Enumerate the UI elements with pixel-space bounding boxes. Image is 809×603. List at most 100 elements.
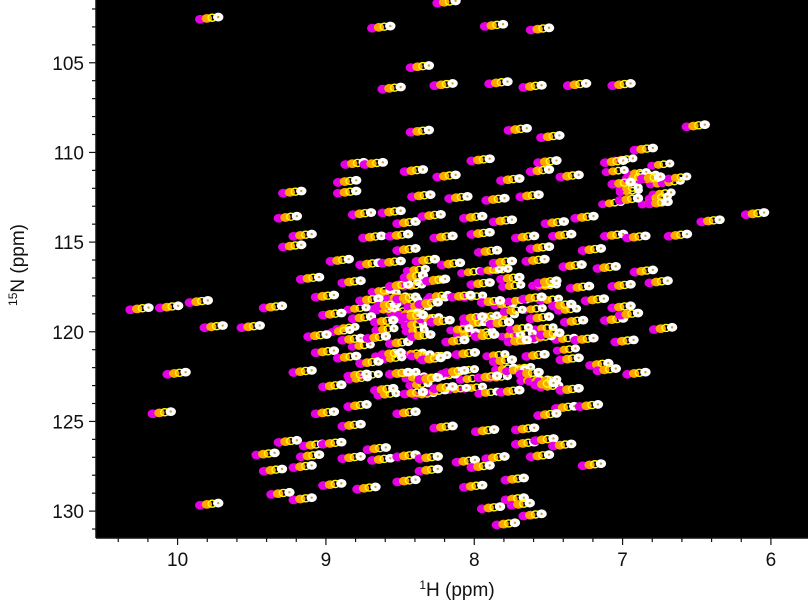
peak <box>525 23 555 35</box>
peak-center <box>436 467 439 471</box>
peak-center <box>501 23 505 26</box>
peak-center <box>473 351 477 354</box>
peak-center <box>280 304 284 307</box>
peak <box>592 364 621 376</box>
peak <box>565 281 595 293</box>
peak-center <box>454 173 457 177</box>
peak <box>405 125 435 137</box>
peak-center <box>384 446 388 449</box>
peak-center <box>395 302 398 306</box>
peak-center <box>570 302 573 306</box>
peak <box>414 464 443 476</box>
peak <box>362 331 392 343</box>
peak <box>525 450 555 462</box>
peak <box>332 351 362 363</box>
peak <box>337 276 366 288</box>
peak-center <box>587 284 591 288</box>
peak-center <box>380 234 383 238</box>
peak <box>451 348 481 359</box>
peak-center <box>703 123 706 126</box>
peak-center <box>552 437 555 440</box>
peak-center <box>169 410 172 413</box>
peak-center <box>547 453 551 456</box>
peak-center <box>384 335 388 338</box>
peak-center <box>492 333 496 336</box>
peak-center <box>221 324 224 327</box>
peak-center <box>552 381 555 385</box>
peak <box>664 172 692 183</box>
peak-center <box>392 327 396 330</box>
peak <box>482 350 510 361</box>
peak <box>505 323 534 334</box>
y-axis-label-text: N (ppm) <box>8 224 29 293</box>
peak <box>459 211 488 223</box>
peak-center <box>465 386 468 390</box>
x-tick-label: 7 <box>617 550 628 571</box>
peak-center <box>377 297 380 300</box>
peak <box>476 265 504 276</box>
peak <box>318 478 347 490</box>
peak-center <box>518 388 521 392</box>
peak-center <box>406 283 410 286</box>
peak-center <box>317 453 321 456</box>
peak <box>392 292 421 304</box>
peak-center <box>636 186 640 189</box>
peak-center <box>659 175 662 178</box>
peak <box>533 276 562 288</box>
y-axis-label: 15N (ppm) <box>6 224 29 306</box>
peak-center <box>577 387 580 390</box>
peak-center <box>399 351 402 354</box>
peak-center <box>436 301 439 304</box>
peak <box>392 450 421 462</box>
peak-center <box>602 297 606 300</box>
peak-center <box>217 15 220 19</box>
peak-center <box>668 162 671 165</box>
peak <box>426 315 455 327</box>
peak <box>518 509 547 521</box>
peak <box>399 165 429 177</box>
peak-center <box>532 426 536 429</box>
peak-center <box>540 295 543 299</box>
x-tick-label: 6 <box>766 550 777 571</box>
peak <box>199 321 228 333</box>
peak-center <box>147 306 150 309</box>
peak-center <box>421 168 425 171</box>
peak-center <box>381 161 385 164</box>
peak <box>367 21 396 33</box>
peak <box>466 461 495 472</box>
peak-center <box>503 352 507 356</box>
peak-center <box>644 234 647 238</box>
peak-center <box>685 232 689 236</box>
peak-center <box>332 410 336 413</box>
peak-center <box>340 440 343 444</box>
peak-center <box>510 259 514 263</box>
peak <box>479 19 509 31</box>
peak-center <box>522 496 525 499</box>
y-axis-label-superscript: 15 <box>6 292 20 306</box>
peak-center <box>399 259 402 263</box>
peak-center <box>414 370 418 374</box>
peak-center <box>519 333 522 336</box>
peak-center <box>498 505 502 508</box>
peak-center <box>488 157 491 160</box>
peak-center <box>389 24 392 28</box>
peak-center <box>577 356 580 360</box>
peak <box>162 367 191 379</box>
peak-center <box>599 462 603 465</box>
peak <box>533 156 562 168</box>
peak-center <box>584 82 588 85</box>
peak <box>429 382 458 394</box>
peak <box>414 373 443 385</box>
peak <box>417 209 446 221</box>
peak-center <box>495 249 499 252</box>
peak-center <box>488 231 491 234</box>
peak-center <box>258 324 261 327</box>
x-axis-label-text: H (ppm) <box>426 580 495 601</box>
peak-center <box>394 392 398 395</box>
peak <box>184 296 214 307</box>
peak <box>399 310 429 322</box>
peak-center <box>469 293 472 297</box>
peak <box>488 256 518 268</box>
peak <box>521 254 550 266</box>
peak-center <box>310 464 313 467</box>
